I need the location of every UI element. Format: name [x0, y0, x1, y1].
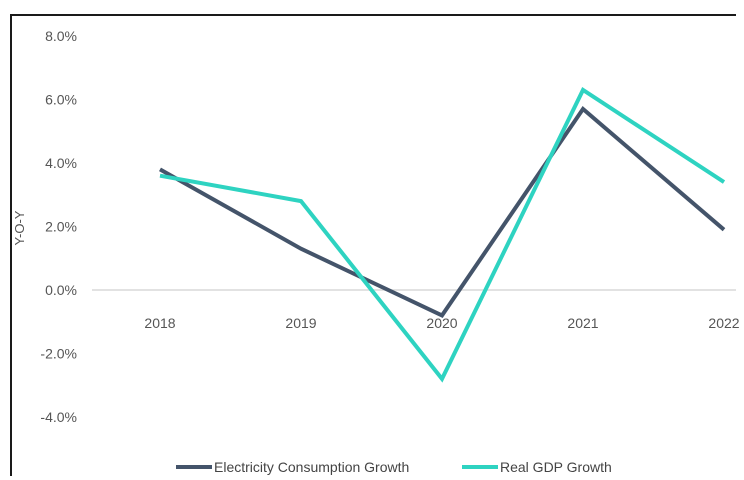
y-tick-label: -4.0% — [40, 409, 77, 425]
x-tick-label: 2022 — [708, 315, 739, 331]
series-lines — [159, 87, 726, 383]
x-tick-label: 2020 — [426, 315, 457, 331]
y-axis-ticks: 8.0% 6.0% 4.0% 2.0% 0.0% -2.0% -4.0% — [40, 28, 77, 425]
y-tick-label: 2.0% — [45, 219, 77, 235]
x-axis-ticks: 2018 2019 2020 2021 2022 — [144, 315, 739, 331]
series-line-1 — [159, 106, 726, 318]
legend-label: Real GDP Growth — [500, 459, 612, 475]
series-line-2 — [159, 87, 726, 383]
y-tick-label: 4.0% — [45, 155, 77, 171]
legend-item[interactable]: Electricity Consumption Growth — [176, 459, 409, 475]
y-tick-label: -2.0% — [40, 346, 77, 362]
y-axis-label: Y-O-Y — [12, 210, 27, 245]
x-tick-label: 2019 — [285, 315, 316, 331]
legend-item[interactable]: Real GDP Growth — [462, 459, 612, 475]
y-tick-label: 0.0% — [45, 282, 77, 298]
y-tick-label: 6.0% — [45, 92, 77, 108]
y-tick-label: 8.0% — [45, 28, 77, 44]
x-tick-label: 2021 — [567, 315, 598, 331]
chart-frame — [10, 14, 736, 476]
legend[interactable]: Electricity Consumption Growth Real GDP G… — [176, 459, 612, 475]
x-tick-label: 2018 — [144, 315, 175, 331]
legend-label: Electricity Consumption Growth — [214, 459, 409, 475]
